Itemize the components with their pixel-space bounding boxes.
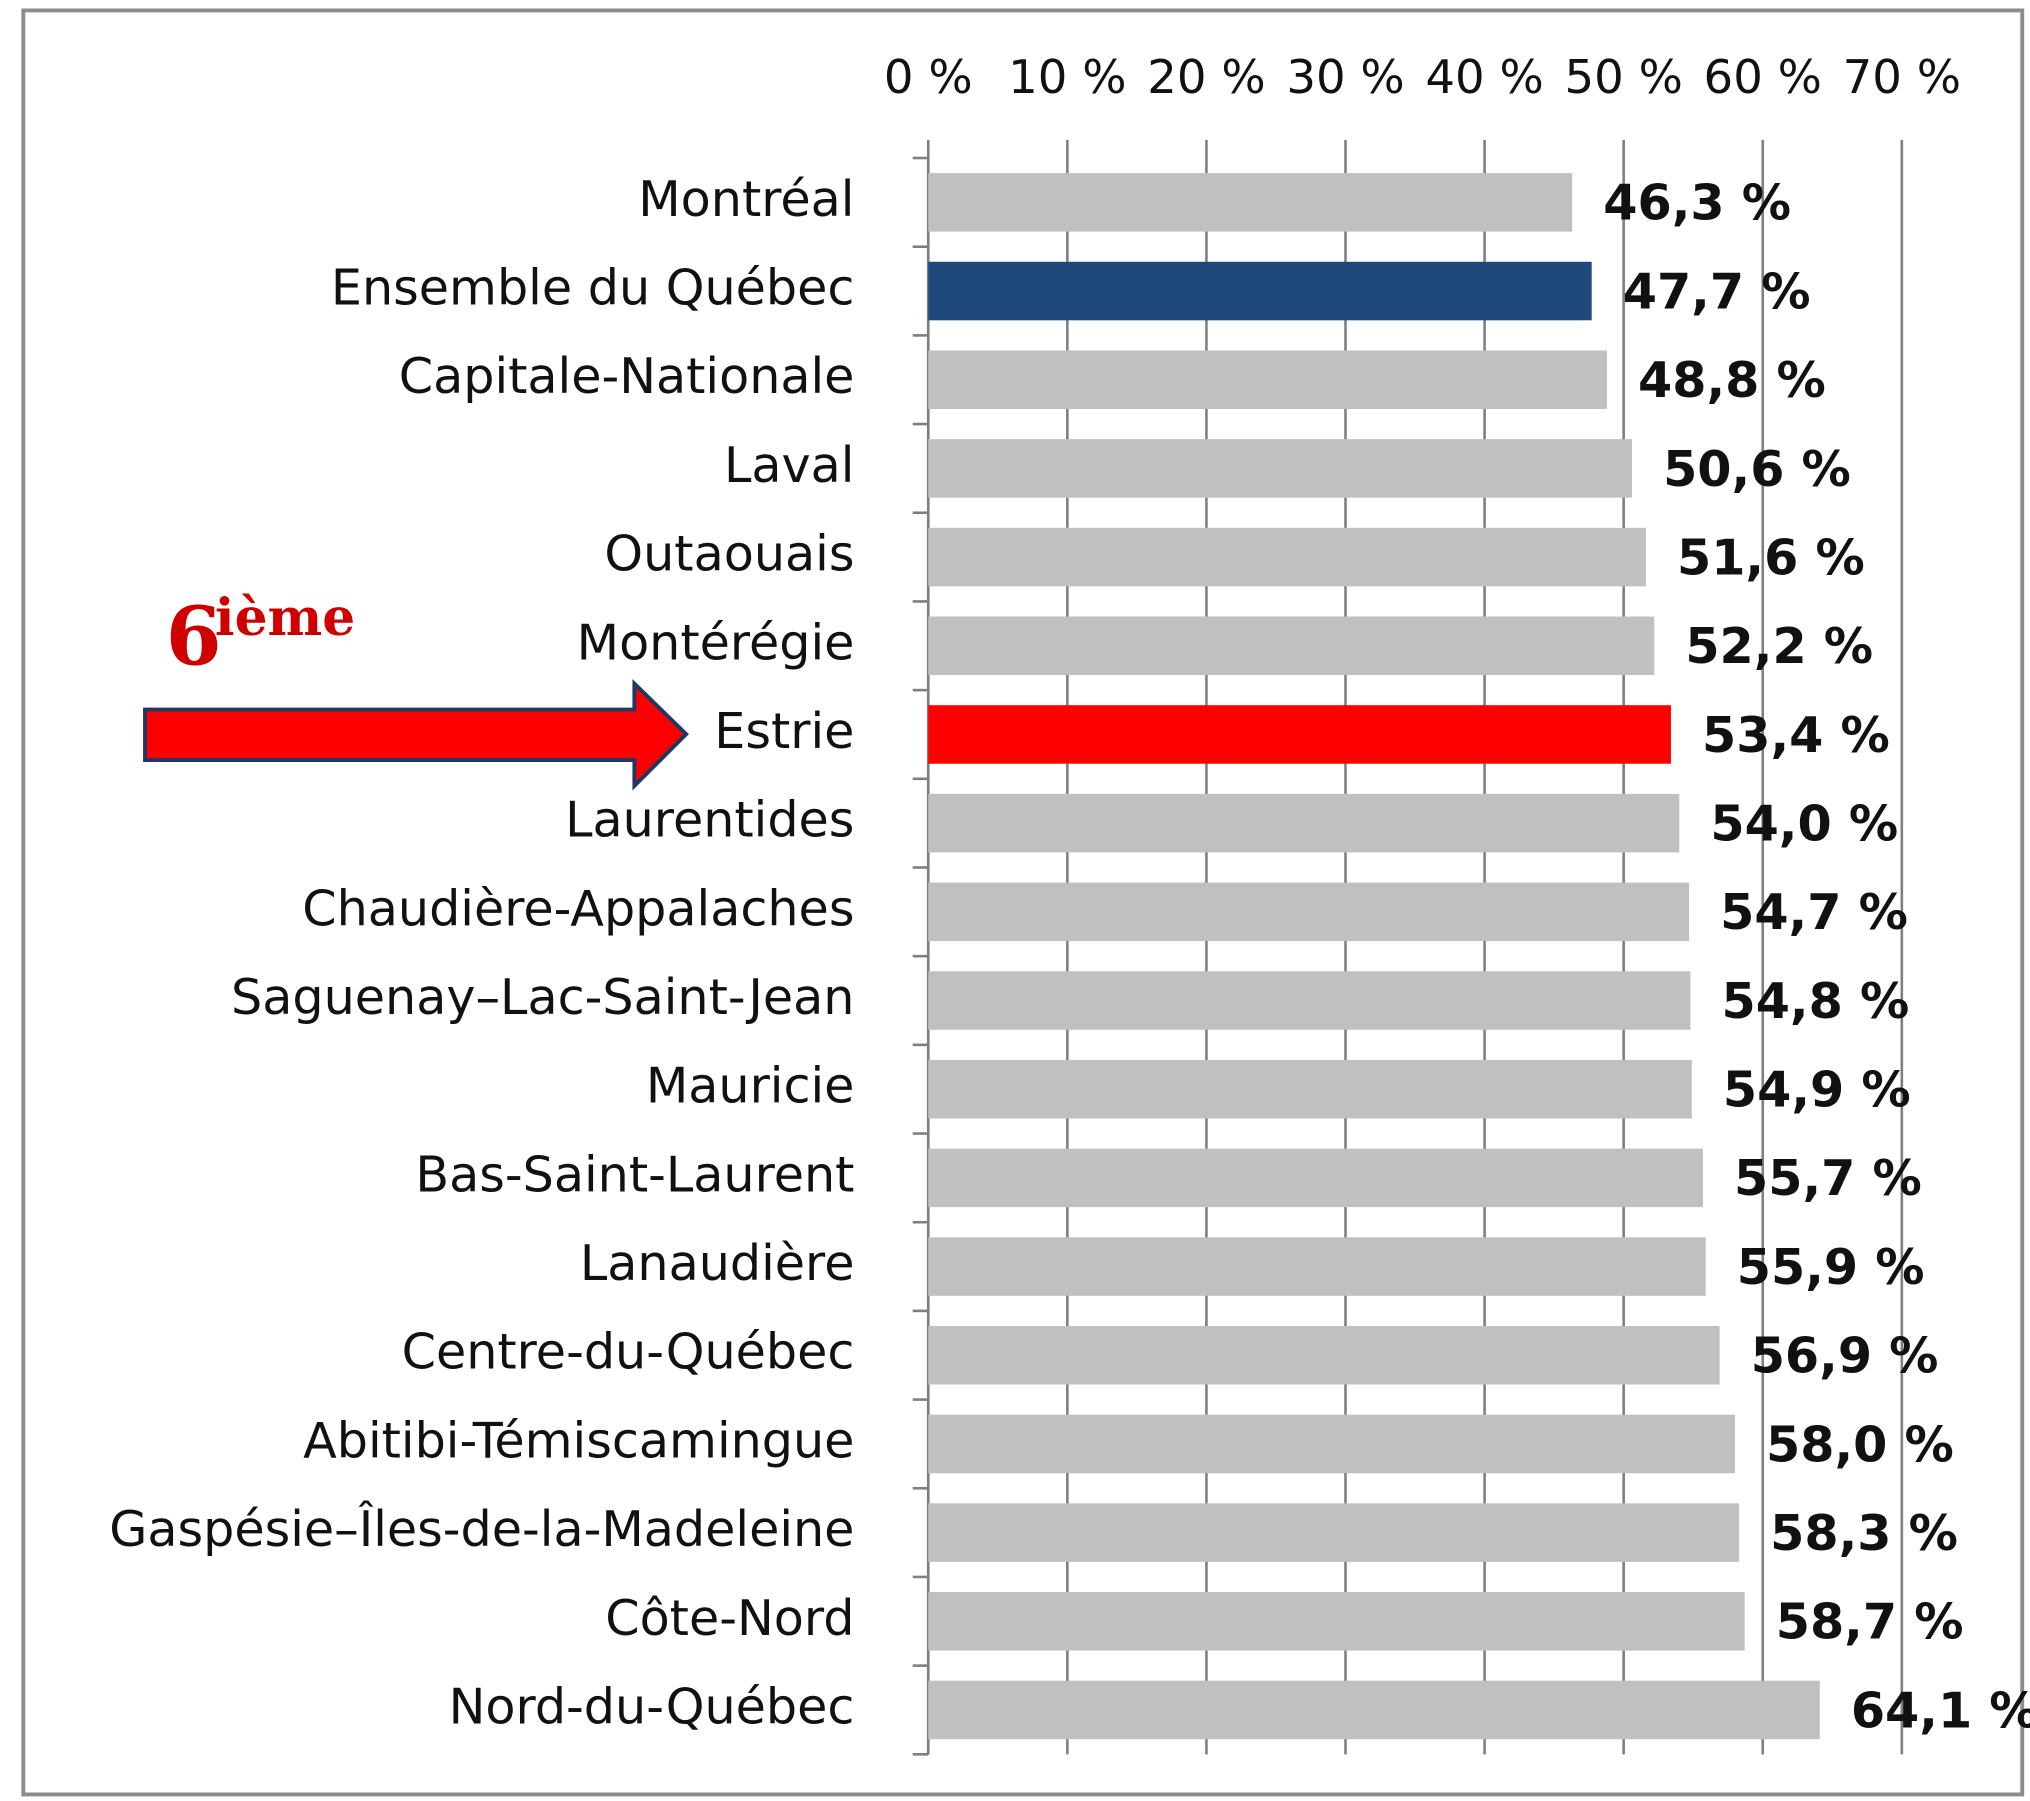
x-tick-label: 20 % <box>1147 50 1265 104</box>
bar <box>928 261 1592 321</box>
y-tick-label: Ensemble du Québec <box>331 259 855 317</box>
x-tick-label: 10 % <box>1008 50 1126 104</box>
x-tick-label: 30 % <box>1286 50 1404 104</box>
bar <box>928 173 1573 232</box>
y-tick-label: Abitibi-Témiscamingue <box>303 1411 854 1469</box>
bar <box>928 527 1646 587</box>
value-label: 58,7 % <box>1776 1593 1964 1651</box>
x-tick-label: 70 % <box>1843 50 1961 104</box>
bar <box>928 705 1671 764</box>
value-label: 64,1 % <box>1851 1681 2030 1739</box>
bar <box>928 882 1690 942</box>
x-tick-label: 60 % <box>1704 50 1822 104</box>
y-tick-label: Côte-Nord <box>605 1589 854 1647</box>
bar <box>928 1237 1706 1296</box>
value-label: 56,9 % <box>1751 1327 1939 1385</box>
value-label: 55,9 % <box>1737 1238 1925 1296</box>
bar <box>928 793 1680 853</box>
bar <box>928 1680 1820 1740</box>
y-tick-label: Saguenay–Lac-Saint-Jean <box>231 968 854 1026</box>
x-tick-label: 50 % <box>1564 50 1682 104</box>
bar <box>928 1148 1703 1208</box>
annotation-number: 6 <box>166 589 222 683</box>
value-label: 47,7 % <box>1623 262 1811 320</box>
value-label: 54,8 % <box>1721 972 1909 1030</box>
y-tick-label: Nord-du-Québec <box>449 1677 855 1735</box>
bar <box>928 1059 1692 1119</box>
value-label: 54,9 % <box>1723 1061 1911 1119</box>
value-label: 58,3 % <box>1770 1504 1958 1562</box>
y-tick-label: Montréal <box>638 170 854 228</box>
y-tick-label: Montérégie <box>577 613 855 671</box>
bar <box>928 1414 1735 1474</box>
value-label: 51,6 % <box>1677 528 1865 586</box>
value-label: 54,7 % <box>1720 883 1908 941</box>
bar <box>928 350 1607 409</box>
x-tick-label: 0 % <box>884 50 973 104</box>
y-tick-label: Gaspésie–Îles-de-la-Madeleine <box>109 1499 854 1558</box>
annotation-suffix: ième <box>215 587 355 648</box>
x-tick-label: 40 % <box>1425 50 1543 104</box>
bar <box>928 616 1655 676</box>
bar <box>928 971 1691 1030</box>
value-label: 58,0 % <box>1766 1415 1954 1473</box>
value-label: 54,0 % <box>1710 795 1898 853</box>
value-label: 52,2 % <box>1685 617 1873 675</box>
value-label: 48,8 % <box>1638 351 1826 409</box>
y-tick-label: Laval <box>724 436 854 494</box>
bar <box>928 1325 1720 1385</box>
y-tick-label: Centre-du-Québec <box>402 1323 855 1381</box>
value-label: 46,3 % <box>1603 174 1791 232</box>
y-tick-label: Capitale-Nationale <box>399 347 855 405</box>
y-tick-label: Laurentides <box>565 791 854 849</box>
y-tick-label: Lanaudière <box>580 1234 855 1292</box>
bar <box>928 439 1633 498</box>
y-tick-label: Bas-Saint-Laurent <box>415 1145 854 1203</box>
arrow <box>143 679 689 791</box>
bar <box>928 1592 1745 1651</box>
value-label: 53,4 % <box>1702 706 1890 764</box>
y-tick-label: Outaouais <box>604 525 854 583</box>
value-label: 55,7 % <box>1734 1149 1922 1207</box>
bar <box>928 1503 1740 1562</box>
value-label: 50,6 % <box>1663 440 1851 498</box>
y-tick-label: Estrie <box>714 702 854 760</box>
y-tick-label: Chaudière-Appalaches <box>302 879 854 937</box>
y-tick-label: Mauricie <box>646 1057 855 1115</box>
